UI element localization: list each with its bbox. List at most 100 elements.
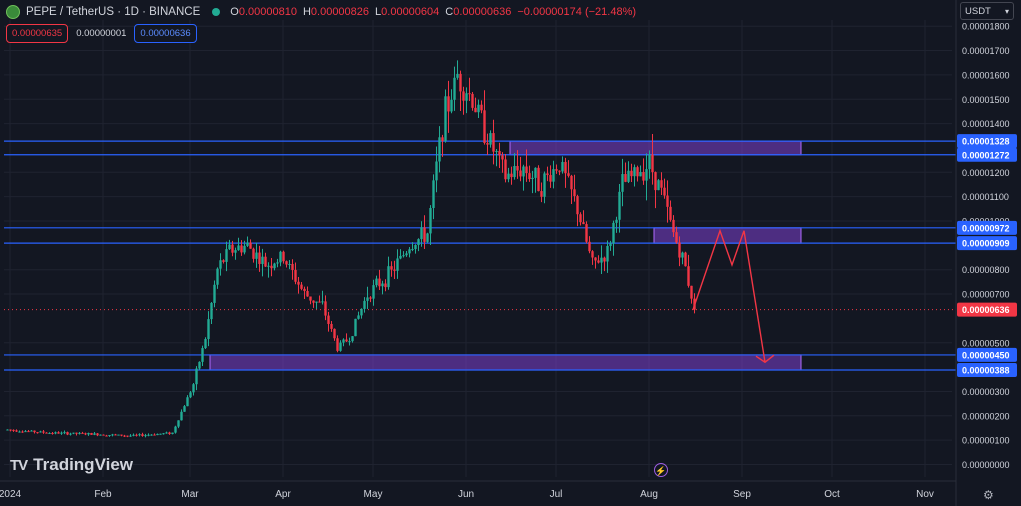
time-tick-label: Sep — [733, 489, 751, 500]
candle-body — [609, 243, 612, 246]
candle-body — [198, 361, 201, 369]
candle-body — [228, 244, 231, 250]
candle-body — [243, 245, 246, 253]
time-tick-label: Feb — [94, 489, 112, 500]
time-tick-label: Mar — [181, 489, 199, 500]
candle-body — [573, 189, 576, 197]
candle-body — [108, 434, 111, 436]
candle-body — [429, 207, 432, 234]
candle-body — [366, 297, 369, 301]
candle-body — [93, 433, 96, 435]
market-status-icon — [212, 8, 221, 16]
candle-body — [369, 297, 372, 299]
ohlc-open: O0.00000810 — [230, 6, 297, 18]
candle-body — [684, 252, 687, 267]
candle-body — [483, 110, 486, 143]
candle-body — [669, 206, 672, 220]
candle-body — [474, 107, 477, 113]
price-zone — [509, 140, 802, 156]
currency-select[interactable]: USDT ▾ — [960, 2, 1014, 20]
candle-body — [438, 137, 441, 162]
candle-body — [51, 432, 54, 434]
candle-body — [48, 432, 51, 434]
time-tick-label: Oct — [824, 489, 840, 500]
candle-body — [348, 341, 351, 343]
tradingview-logo[interactable]: TV TradingView — [10, 455, 133, 475]
candle-body — [498, 150, 501, 156]
time-tick-label: 2024 — [0, 489, 22, 500]
candle-body — [267, 265, 270, 267]
candle-body — [615, 219, 618, 223]
candle-body — [252, 248, 255, 259]
level-price-tag — [957, 347, 1017, 362]
candle-body — [117, 434, 120, 436]
candle-body — [648, 154, 651, 170]
support-resistance-zones — [209, 140, 802, 371]
candle-body — [18, 431, 21, 433]
candle-body — [627, 170, 630, 182]
candle-body — [357, 315, 360, 319]
candle-body — [246, 242, 249, 246]
candle-body — [327, 315, 330, 324]
candle-body — [21, 431, 24, 433]
lightning-icon[interactable]: ⚡ — [654, 463, 668, 477]
symbol-title[interactable]: PEPE / TetherUS · 1D · BINANCE — [26, 6, 201, 18]
level-price-tag — [957, 363, 1017, 378]
projection-line — [692, 228, 766, 363]
candle-body — [570, 175, 573, 190]
candles — [6, 60, 696, 438]
candle-body — [597, 260, 600, 263]
candle-body — [180, 411, 183, 421]
candle-body — [279, 251, 282, 263]
symbol-header: PEPE / TetherUS · 1D · BINANCE O0.000008… — [6, 3, 636, 21]
candle-body — [276, 262, 279, 264]
candle-body — [465, 93, 468, 101]
candle-body — [162, 433, 165, 435]
candle-body — [138, 434, 141, 436]
buy-button[interactable]: 0.00000636 — [134, 24, 197, 43]
candle-body — [288, 263, 291, 265]
sell-button[interactable]: 0.00000635 — [6, 24, 69, 43]
candle-body — [132, 434, 135, 436]
candle-body — [396, 258, 399, 271]
candle-body — [84, 433, 87, 435]
candle-body — [432, 180, 435, 208]
candle-body — [543, 173, 546, 197]
candle-body — [414, 245, 417, 250]
candle-body — [39, 431, 42, 433]
candle-body — [459, 73, 462, 92]
candle-body — [441, 137, 444, 142]
time-tick-label: Aug — [640, 489, 658, 500]
candle-body — [234, 250, 237, 253]
candle-body — [291, 263, 294, 270]
candle-body — [555, 169, 558, 171]
level-price-label: 0.00000909 — [962, 239, 1010, 249]
candle-body — [537, 167, 540, 192]
time-axis: 2024 Feb Mar Apr May Jun Jul Aug Sep Oct Nov — [0, 480, 956, 500]
candle-body — [633, 167, 636, 177]
candle-body — [678, 242, 681, 258]
candle-body — [90, 433, 93, 435]
gear-icon[interactable]: ⚙ — [983, 488, 994, 502]
candle-body — [255, 252, 258, 259]
candle-body — [501, 155, 504, 160]
candle-body — [168, 432, 171, 435]
candle-body — [594, 257, 597, 261]
candle-body — [687, 266, 690, 286]
candle-body — [273, 263, 276, 269]
candle-body — [381, 283, 384, 287]
candle-body — [435, 161, 438, 181]
candle-body — [507, 173, 510, 180]
candle-body — [579, 214, 582, 223]
candle-body — [294, 269, 297, 282]
price-tick-label: 0.00001800 — [962, 22, 1010, 32]
candle-body — [549, 175, 552, 182]
candle-body — [270, 265, 273, 269]
candle-body — [591, 251, 594, 258]
candle-body — [420, 227, 423, 240]
candle-body — [30, 430, 33, 432]
candle-body — [81, 432, 84, 434]
candle-body — [45, 432, 48, 434]
candle-body — [588, 241, 591, 252]
